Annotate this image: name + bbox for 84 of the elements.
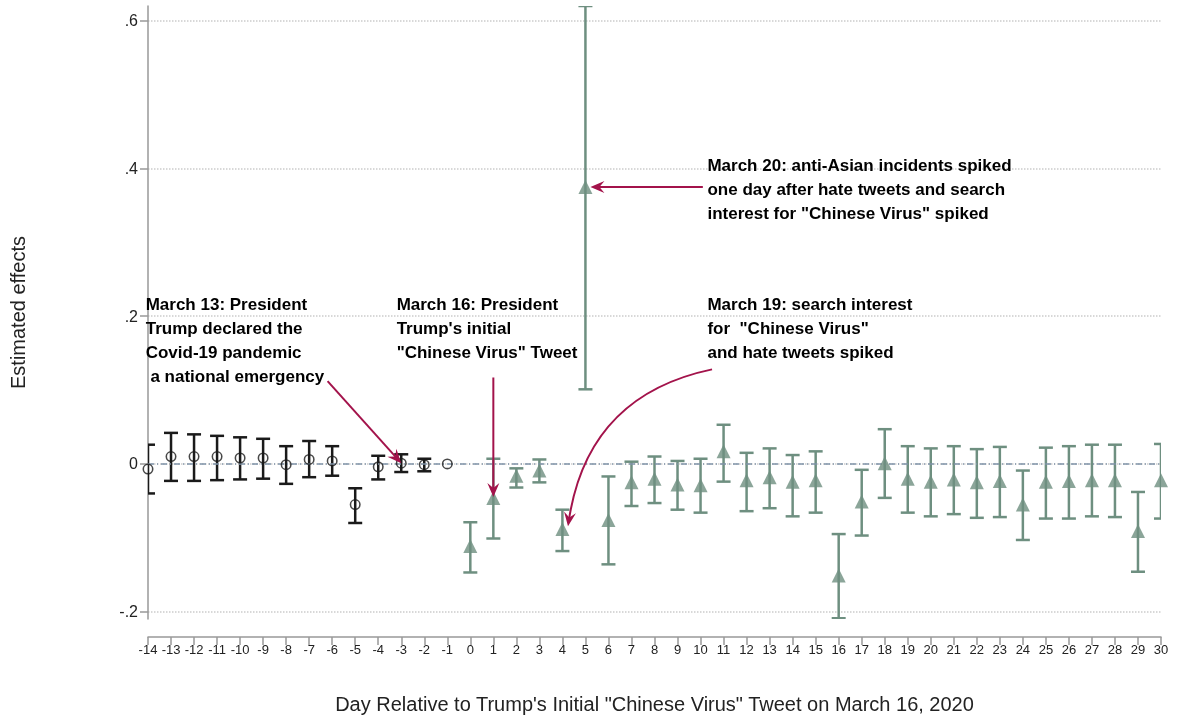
- x-tick-label: -1: [441, 642, 454, 657]
- x-tick-label: 23: [992, 642, 1008, 657]
- point: [555, 521, 570, 536]
- x-tick-label: 18: [877, 642, 892, 657]
- annotation: March 19: search interest for "Chinese Virus" and hate tweets spiked: [707, 293, 913, 364]
- x-axis-title: Day Relative to Trump's Initial "Chinese Virus" Tweet on March 16, 2020: [335, 693, 974, 715]
- point: [601, 513, 616, 528]
- x-tick-label: 19: [900, 642, 915, 657]
- point: [877, 456, 892, 471]
- point: [923, 474, 938, 489]
- x-tick-label: -11: [208, 642, 226, 657]
- point: [1130, 524, 1145, 539]
- x-tick-label: 24: [1015, 642, 1031, 657]
- point: [969, 475, 984, 490]
- x-tick-label: -6: [326, 642, 338, 657]
- annotation: March 13: President Trump declared the Covid-19 pandemic a national emergency: [145, 293, 325, 388]
- x-tick-label: -13: [161, 642, 181, 657]
- x-tick-label: 29: [1130, 642, 1146, 657]
- y-tick-label: .4: [124, 159, 139, 177]
- y-tick-label: .6: [124, 12, 139, 30]
- point: [693, 478, 708, 493]
- x-tick-label: -14: [138, 642, 158, 657]
- x-tick-label: 5: [581, 642, 590, 657]
- y-tick-label: 0: [129, 455, 139, 473]
- point: [509, 468, 524, 483]
- x-tick-label: 13: [762, 642, 777, 657]
- x-tick-label: 16: [831, 642, 846, 657]
- point: [831, 568, 846, 583]
- point: [578, 179, 593, 194]
- x-tick-label: -12: [184, 642, 204, 657]
- point: [785, 474, 800, 489]
- y-tick-label: -.2: [119, 603, 139, 621]
- point: [739, 473, 754, 488]
- point: [532, 463, 547, 478]
- x-tick-label: 3: [535, 642, 543, 657]
- point: [854, 494, 869, 509]
- x-tick-label: 20: [923, 642, 939, 657]
- x-tick-label: 27: [1084, 642, 1100, 657]
- point: [1107, 473, 1122, 488]
- point: [670, 477, 685, 492]
- point: [900, 471, 915, 486]
- x-tick-label: 6: [604, 642, 613, 657]
- x-tick-label: 28: [1107, 642, 1123, 657]
- point: [303, 453, 315, 465]
- x-tick-label: 14: [785, 642, 800, 657]
- point: [1154, 473, 1168, 488]
- point: [624, 475, 639, 490]
- x-tick-label: 17: [854, 642, 869, 657]
- x-tick-label: 22: [969, 642, 985, 657]
- y-tick-label: .2: [124, 307, 139, 325]
- point: [349, 499, 361, 511]
- point: [762, 470, 777, 485]
- x-tick-label: 12: [739, 642, 754, 657]
- x-tick-label: 11: [716, 642, 731, 657]
- x-tick-label: 0: [466, 642, 474, 657]
- x-tick-label: -7: [303, 642, 315, 657]
- x-tick-label: -5: [349, 642, 361, 657]
- x-tick-label: -9: [257, 642, 269, 657]
- x-tick-label: -10: [230, 642, 250, 657]
- x-tick-label: 9: [673, 642, 682, 657]
- x-tick-label: 2: [512, 642, 520, 657]
- annotation: March 20: anti-Asian incidents spiked one day after hate tweets and search interest for "Chinese Virus" spiked: [707, 154, 1012, 225]
- x-tick-label: 1: [489, 642, 497, 657]
- x-tick-label: -2: [418, 642, 431, 657]
- point: [1084, 473, 1099, 488]
- point: [647, 471, 662, 486]
- x-tick-label: 21: [946, 642, 962, 657]
- x-tick-label: 30: [1153, 642, 1169, 657]
- x-tick-label: -3: [395, 642, 408, 657]
- annotation: March 16: President Trump's initial "Chinese Virus" Tweet: [396, 293, 578, 364]
- x-tick-label: 26: [1061, 642, 1077, 657]
- x-tick-label: 15: [808, 642, 823, 657]
- x-tick-label: 8: [650, 642, 659, 657]
- x-tick-label: 25: [1038, 642, 1054, 657]
- x-tick-label: 10: [693, 642, 708, 657]
- x-tick-label: -4: [372, 642, 385, 657]
- point: [946, 472, 961, 487]
- y-axis-title: Estimated effects: [7, 235, 29, 390]
- x-tick-label: 7: [627, 642, 636, 657]
- point: [1015, 497, 1030, 512]
- x-tick-label: -8: [280, 642, 292, 657]
- point: [716, 444, 731, 459]
- point: [808, 473, 823, 488]
- x-tick-label: 4: [558, 642, 567, 657]
